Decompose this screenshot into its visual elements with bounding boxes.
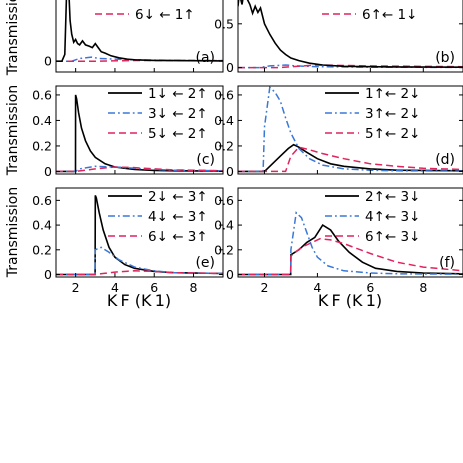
- axes-frame: [237, 0, 463, 73]
- series-line-2: [238, 0, 463, 68]
- y-tick-label: 0: [226, 164, 234, 179]
- legend-label: 4↓ ← 1↑: [135, 0, 195, 3]
- x-tick-label: 2: [260, 280, 268, 295]
- x-tick-label: 8: [190, 280, 198, 295]
- panel-2: 0 0.2 0.4 0.6 (c) 1↓ ← 2↑ 3↓ ← 2↑ 5↓ ← 2↑: [32, 85, 224, 179]
- panel-1: 0 0.5 (b) 4↑← 1↓ 6↑← 1↓: [214, 0, 463, 75]
- axes-frame: [237, 85, 463, 175]
- x-tick-label: 8: [419, 280, 427, 295]
- y-tick-label: 0.4: [32, 218, 52, 233]
- x-tick-label: 4: [111, 280, 119, 295]
- panel-0: 0 (a) 4↓ ← 1↑ 6↓ ← 1↑: [44, 0, 224, 73]
- x-tick-label: 4: [313, 280, 321, 295]
- panel-3: 0 0.2 0.4 0.6 (d) 1↑← 2↓ 3↑← 2↓ 5↑← 2↓: [214, 85, 463, 179]
- axes-frame: [237, 187, 463, 278]
- y-tick-label: 0: [226, 267, 234, 282]
- legend-label: 5↑← 2↓: [365, 126, 420, 142]
- axes-frame: [55, 85, 224, 175]
- y-tick-label: 0: [44, 267, 52, 282]
- y-tick-label: 0.5: [214, 16, 234, 31]
- y-tick-label: 0.6: [214, 193, 234, 208]
- y-tick-label: 0.2: [214, 138, 234, 153]
- y-tick-label: 0.4: [214, 218, 234, 233]
- legend-label: 4↑← 3↓: [365, 209, 420, 225]
- series-line-2: [56, 166, 223, 173]
- x-axis-label: K F (K 1): [107, 291, 171, 310]
- legend-label: 4↑← 1↓: [362, 0, 417, 3]
- x-tick-label: 6: [366, 280, 374, 295]
- y-tick-label: 0.6: [32, 87, 52, 102]
- axes-frame: [55, 0, 224, 73]
- legend-label: 6↑← 1↓: [362, 7, 417, 23]
- series-line-2: [238, 146, 463, 173]
- axes-frame: [55, 187, 224, 278]
- panel-label: (f): [439, 255, 455, 271]
- legend-label: 2↓ ← 3↑: [148, 189, 208, 205]
- legend-label: 3↓ ← 2↑: [148, 106, 208, 122]
- panel-4: 0 0.2 0.4 0.6 2 4 6 8 (e) 2↓ ← 3↑ 4↓ ← 3↑ 6↓ ← 3↑: [32, 187, 224, 295]
- legend-label: 1↑← 2↓: [365, 86, 420, 102]
- y-tick-label: 0.2: [32, 138, 52, 153]
- panel-label: (a): [195, 50, 215, 66]
- y-tick-label: 0: [44, 164, 52, 179]
- legend-label: 4↓ ← 3↑: [148, 209, 208, 225]
- y-tick-label: 0.6: [214, 87, 234, 102]
- legend-label: 3↑← 2↓: [365, 106, 420, 122]
- panel-5: 0 0.2 0.4 0.6 2 4 6 8 (f) 2↑← 3↓ 4↑← 3↓ 6↑← 3↓: [214, 187, 463, 295]
- series-line-2: [238, 237, 463, 276]
- series-line-0: [238, 143, 463, 173]
- legend-label: 1↓ ← 2↑: [148, 86, 208, 102]
- series-line-2: [56, 0, 223, 63]
- legend-label: 6↓ ← 3↑: [148, 229, 208, 245]
- y-tick-label: 0.6: [32, 193, 52, 208]
- y-tick-label: 0.4: [32, 113, 52, 128]
- y-tick-label: 0.4: [214, 113, 234, 128]
- y-axis-label: Transmission: [5, 85, 21, 176]
- series-line-1: [56, 246, 223, 276]
- series-line-0: [238, 224, 463, 276]
- x-tick-label: 6: [150, 280, 158, 295]
- x-axis-label: K F (K 1): [318, 291, 382, 310]
- panel-label: (c): [196, 152, 215, 168]
- legend-label: 6↑← 3↓: [365, 229, 420, 245]
- y-tick-label: 0: [226, 60, 234, 75]
- y-tick-label: 0.2: [214, 242, 234, 257]
- series-line-0: [56, 94, 223, 173]
- panel-label: (b): [435, 50, 455, 66]
- legend-label: 5↓ ← 2↑: [148, 126, 208, 142]
- series-line-1: [238, 86, 463, 173]
- legend-label: 6↓ ← 1↑: [135, 7, 195, 23]
- y-tick-label: 0.2: [32, 242, 52, 257]
- series-line-2: [56, 270, 223, 276]
- legend-label: 2↑← 3↓: [365, 189, 420, 205]
- x-tick-label: 2: [72, 280, 80, 295]
- y-tick-label: 0: [44, 54, 52, 69]
- y-axis-label: Transmission: [5, 0, 21, 76]
- y-axis-label: Transmission: [5, 187, 21, 278]
- series-line-1: [238, 211, 463, 276]
- panel-label: (e): [195, 255, 215, 271]
- panel-label: (d): [435, 152, 455, 168]
